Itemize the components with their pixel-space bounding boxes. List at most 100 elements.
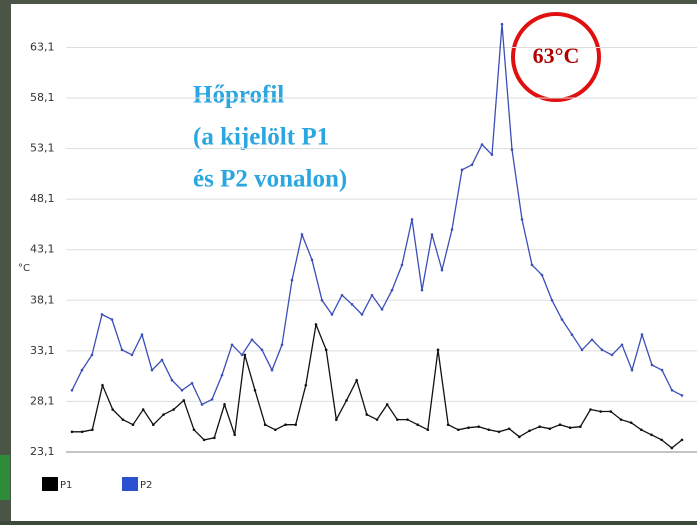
point [660, 439, 663, 442]
point [315, 323, 318, 326]
point [467, 426, 470, 429]
point [477, 425, 480, 428]
point [291, 279, 294, 282]
point [551, 299, 554, 302]
point [231, 343, 234, 346]
y-tick-label: 33,1 [30, 344, 55, 357]
y-tick-label: 63,1 [30, 40, 55, 53]
point [528, 429, 531, 432]
point [650, 434, 653, 437]
point [142, 408, 145, 411]
point [141, 333, 144, 336]
point [461, 169, 464, 172]
point [345, 399, 348, 402]
point [501, 23, 504, 26]
panel [11, 4, 697, 521]
point [325, 349, 328, 352]
legend-swatch [122, 477, 138, 491]
point [335, 418, 338, 421]
point [181, 389, 184, 392]
point [491, 153, 494, 156]
y-tick-label: 53,1 [30, 142, 55, 155]
chart: °C Hőprofil(a kijelölt P1és P2 vonalon) … [0, 0, 697, 521]
point [671, 389, 674, 392]
point [193, 428, 196, 431]
point [671, 447, 674, 450]
point [172, 408, 175, 411]
page: °C Hőprofil(a kijelölt P1és P2 vonalon) … [0, 0, 697, 521]
point [71, 389, 74, 392]
point [122, 418, 125, 421]
point [518, 436, 521, 439]
point [630, 421, 633, 424]
point [152, 423, 155, 426]
point [213, 437, 216, 440]
annotation-line: (a kijelölt P1 [193, 124, 329, 151]
point [381, 308, 384, 311]
y-tick-label: 48,1 [30, 192, 55, 205]
point [351, 303, 354, 306]
annotation-line: és P2 vonalon) [193, 166, 347, 193]
point [681, 439, 684, 442]
point [281, 343, 284, 346]
point [81, 369, 84, 372]
point [101, 384, 104, 387]
point [549, 427, 552, 430]
point [376, 418, 379, 421]
point [221, 374, 224, 377]
point [301, 233, 304, 236]
point [579, 425, 582, 428]
point [541, 274, 544, 277]
y-tick-label: 28,1 [30, 394, 55, 407]
point [437, 349, 440, 352]
point [538, 425, 541, 428]
point [511, 148, 514, 151]
point [441, 269, 444, 272]
point [223, 403, 226, 406]
point [371, 294, 374, 297]
point [294, 423, 297, 426]
point [321, 299, 324, 302]
point [305, 384, 308, 387]
point [111, 408, 114, 411]
y-tick-label: 23,1 [30, 445, 55, 458]
point [611, 354, 614, 357]
point [244, 354, 247, 357]
point [411, 218, 414, 221]
point [386, 403, 389, 406]
point [559, 423, 562, 426]
point [91, 428, 94, 431]
point [571, 333, 574, 336]
point [251, 338, 254, 341]
point [591, 338, 594, 341]
point [162, 413, 165, 416]
legend-swatch [42, 477, 58, 491]
point [471, 163, 474, 166]
point [391, 289, 394, 292]
point [569, 426, 572, 429]
point [191, 382, 194, 385]
point [241, 354, 244, 357]
point [416, 423, 419, 426]
point [631, 369, 634, 372]
point [132, 423, 135, 426]
point [481, 143, 484, 146]
point [531, 264, 534, 267]
point [661, 369, 664, 372]
point [201, 403, 204, 406]
y-tick-label: 38,1 [30, 293, 55, 306]
point [508, 427, 511, 430]
point [641, 333, 644, 336]
point [151, 369, 154, 372]
point [101, 313, 104, 316]
point [254, 389, 257, 392]
point [91, 354, 94, 357]
point [427, 428, 430, 431]
point [621, 343, 624, 346]
point [121, 349, 124, 352]
point [401, 264, 404, 267]
point [451, 228, 454, 231]
annotation-line: Hőprofil [193, 82, 284, 109]
point [589, 408, 592, 411]
point [601, 349, 604, 352]
